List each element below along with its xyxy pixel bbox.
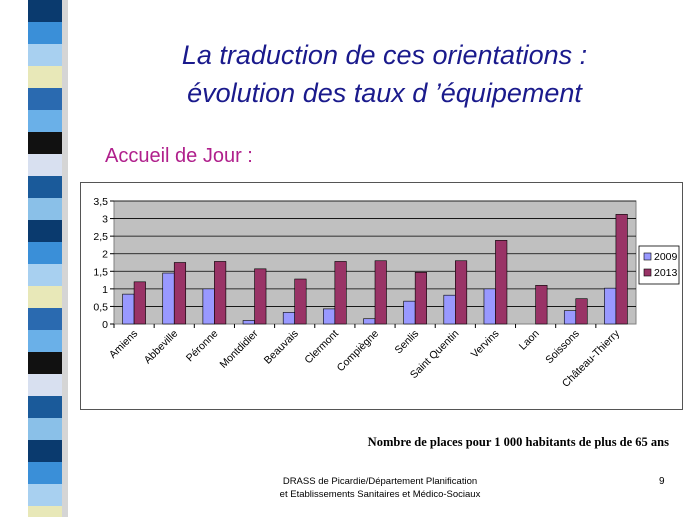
x-tick-label: Soissons — [543, 328, 582, 367]
y-tick-label: 1,5 — [93, 266, 108, 278]
stripe-block — [28, 198, 62, 220]
slide-footer: DRASS de Picardie/Département Planificat… — [230, 475, 530, 501]
stripe-block — [28, 22, 62, 44]
stripe-block — [28, 418, 62, 440]
x-tick-label: Senlis — [393, 328, 422, 357]
y-tick-label: 3 — [102, 214, 108, 226]
legend-box — [638, 245, 680, 285]
chart-container: 0 0,5 1 1,5 2 2,5 3 3,5 Amiens Abbeville Péronne Mo… — [80, 182, 683, 410]
bar-2013 — [294, 278, 307, 325]
x-tick-label: Laon — [517, 328, 542, 353]
bar-2009 — [162, 272, 175, 325]
stripe-block — [28, 44, 62, 66]
chart-caption: Nombre de places pour 1 000 habitants de… — [367, 435, 669, 449]
stripe-block — [28, 462, 62, 484]
bar-2013 — [374, 260, 387, 325]
stripe-block — [28, 352, 62, 374]
x-tick-label: Compiègne — [335, 328, 382, 375]
stripe-block — [28, 132, 62, 154]
stripe-shadow — [62, 0, 68, 517]
x-tick-label: Montdidier — [218, 327, 262, 371]
bar-2009 — [604, 287, 617, 325]
x-tick-label: Beauvais — [262, 328, 301, 367]
stripe-block — [28, 440, 62, 462]
bar-2013 — [414, 272, 427, 325]
legend-label: 2013 — [654, 267, 678, 279]
bar-2013 — [535, 285, 548, 325]
bar-2009 — [282, 312, 295, 325]
bar-2009 — [242, 320, 255, 325]
y-tick-label: 2,5 — [93, 231, 108, 243]
bar-2013 — [575, 298, 588, 325]
stripe-block — [28, 396, 62, 418]
stripe-block — [28, 484, 62, 506]
x-tick-label: Abbeville — [142, 328, 181, 367]
legend-swatch — [643, 268, 652, 277]
bar-2009 — [483, 288, 496, 325]
bar-2013 — [495, 240, 508, 325]
y-tick-label: 3,5 — [93, 196, 108, 208]
footer-line-1: DRASS de Picardie/Département Planificat… — [282, 476, 478, 487]
stripe-block — [28, 374, 62, 396]
bar-2009 — [563, 310, 577, 325]
stripe-block — [28, 88, 62, 110]
x-tick-label: Clermont — [302, 328, 341, 367]
bar-2013 — [133, 281, 146, 325]
y-tick-label: 0 — [102, 319, 108, 331]
stripe-block — [28, 66, 62, 88]
slide-subtitle: Accueil de Jour : — [105, 145, 253, 167]
stripe-block — [28, 506, 62, 517]
bar-2009 — [363, 318, 376, 325]
bar-2013 — [455, 260, 468, 325]
bar-2013 — [254, 268, 267, 325]
stripe-block — [28, 242, 62, 264]
bar-2009 — [323, 308, 336, 325]
stripe-block — [28, 308, 62, 330]
bar-2009 — [443, 294, 456, 325]
stripe-block — [28, 330, 62, 352]
stripe-block — [28, 264, 62, 286]
x-tick-label: Péronne — [184, 328, 221, 365]
stripe-block — [28, 286, 62, 308]
bar-chart: 0 0,5 1 1,5 2 2,5 3 3,5 Amiens Abbeville PéronneMo… — [93, 196, 680, 390]
decorative-stripe — [28, 0, 68, 517]
bar-2013 — [615, 214, 628, 325]
slide-title-line-2: évolution des taux d ’équipement — [187, 78, 582, 108]
page-number: 9 — [659, 476, 665, 487]
y-tick-label: 0,5 — [93, 301, 108, 313]
footer-line-2: et Etablissements Sanitaires et Médico-S… — [279, 489, 481, 500]
bar-2013 — [334, 261, 347, 325]
stripe-block — [28, 176, 62, 198]
x-tick-label: Vervins — [469, 328, 502, 361]
bar-2013 — [173, 262, 187, 325]
bar-2009 — [403, 300, 416, 325]
y-tick-label: 1 — [102, 284, 108, 296]
x-tick-label: Amiens — [107, 328, 140, 361]
stripe-block — [28, 110, 62, 132]
bar-2009 — [202, 288, 215, 325]
stripe-block — [28, 220, 62, 242]
legend-label: 2009 — [654, 251, 678, 263]
bar-2009 — [122, 293, 135, 325]
stripe-block — [28, 154, 62, 176]
slide-title-line-1: La traduction de ces orientations : — [181, 40, 588, 70]
legend-swatch — [643, 252, 652, 261]
bar-2013 — [214, 261, 227, 325]
stripe-block — [28, 0, 62, 22]
y-tick-label: 2 — [102, 249, 108, 261]
